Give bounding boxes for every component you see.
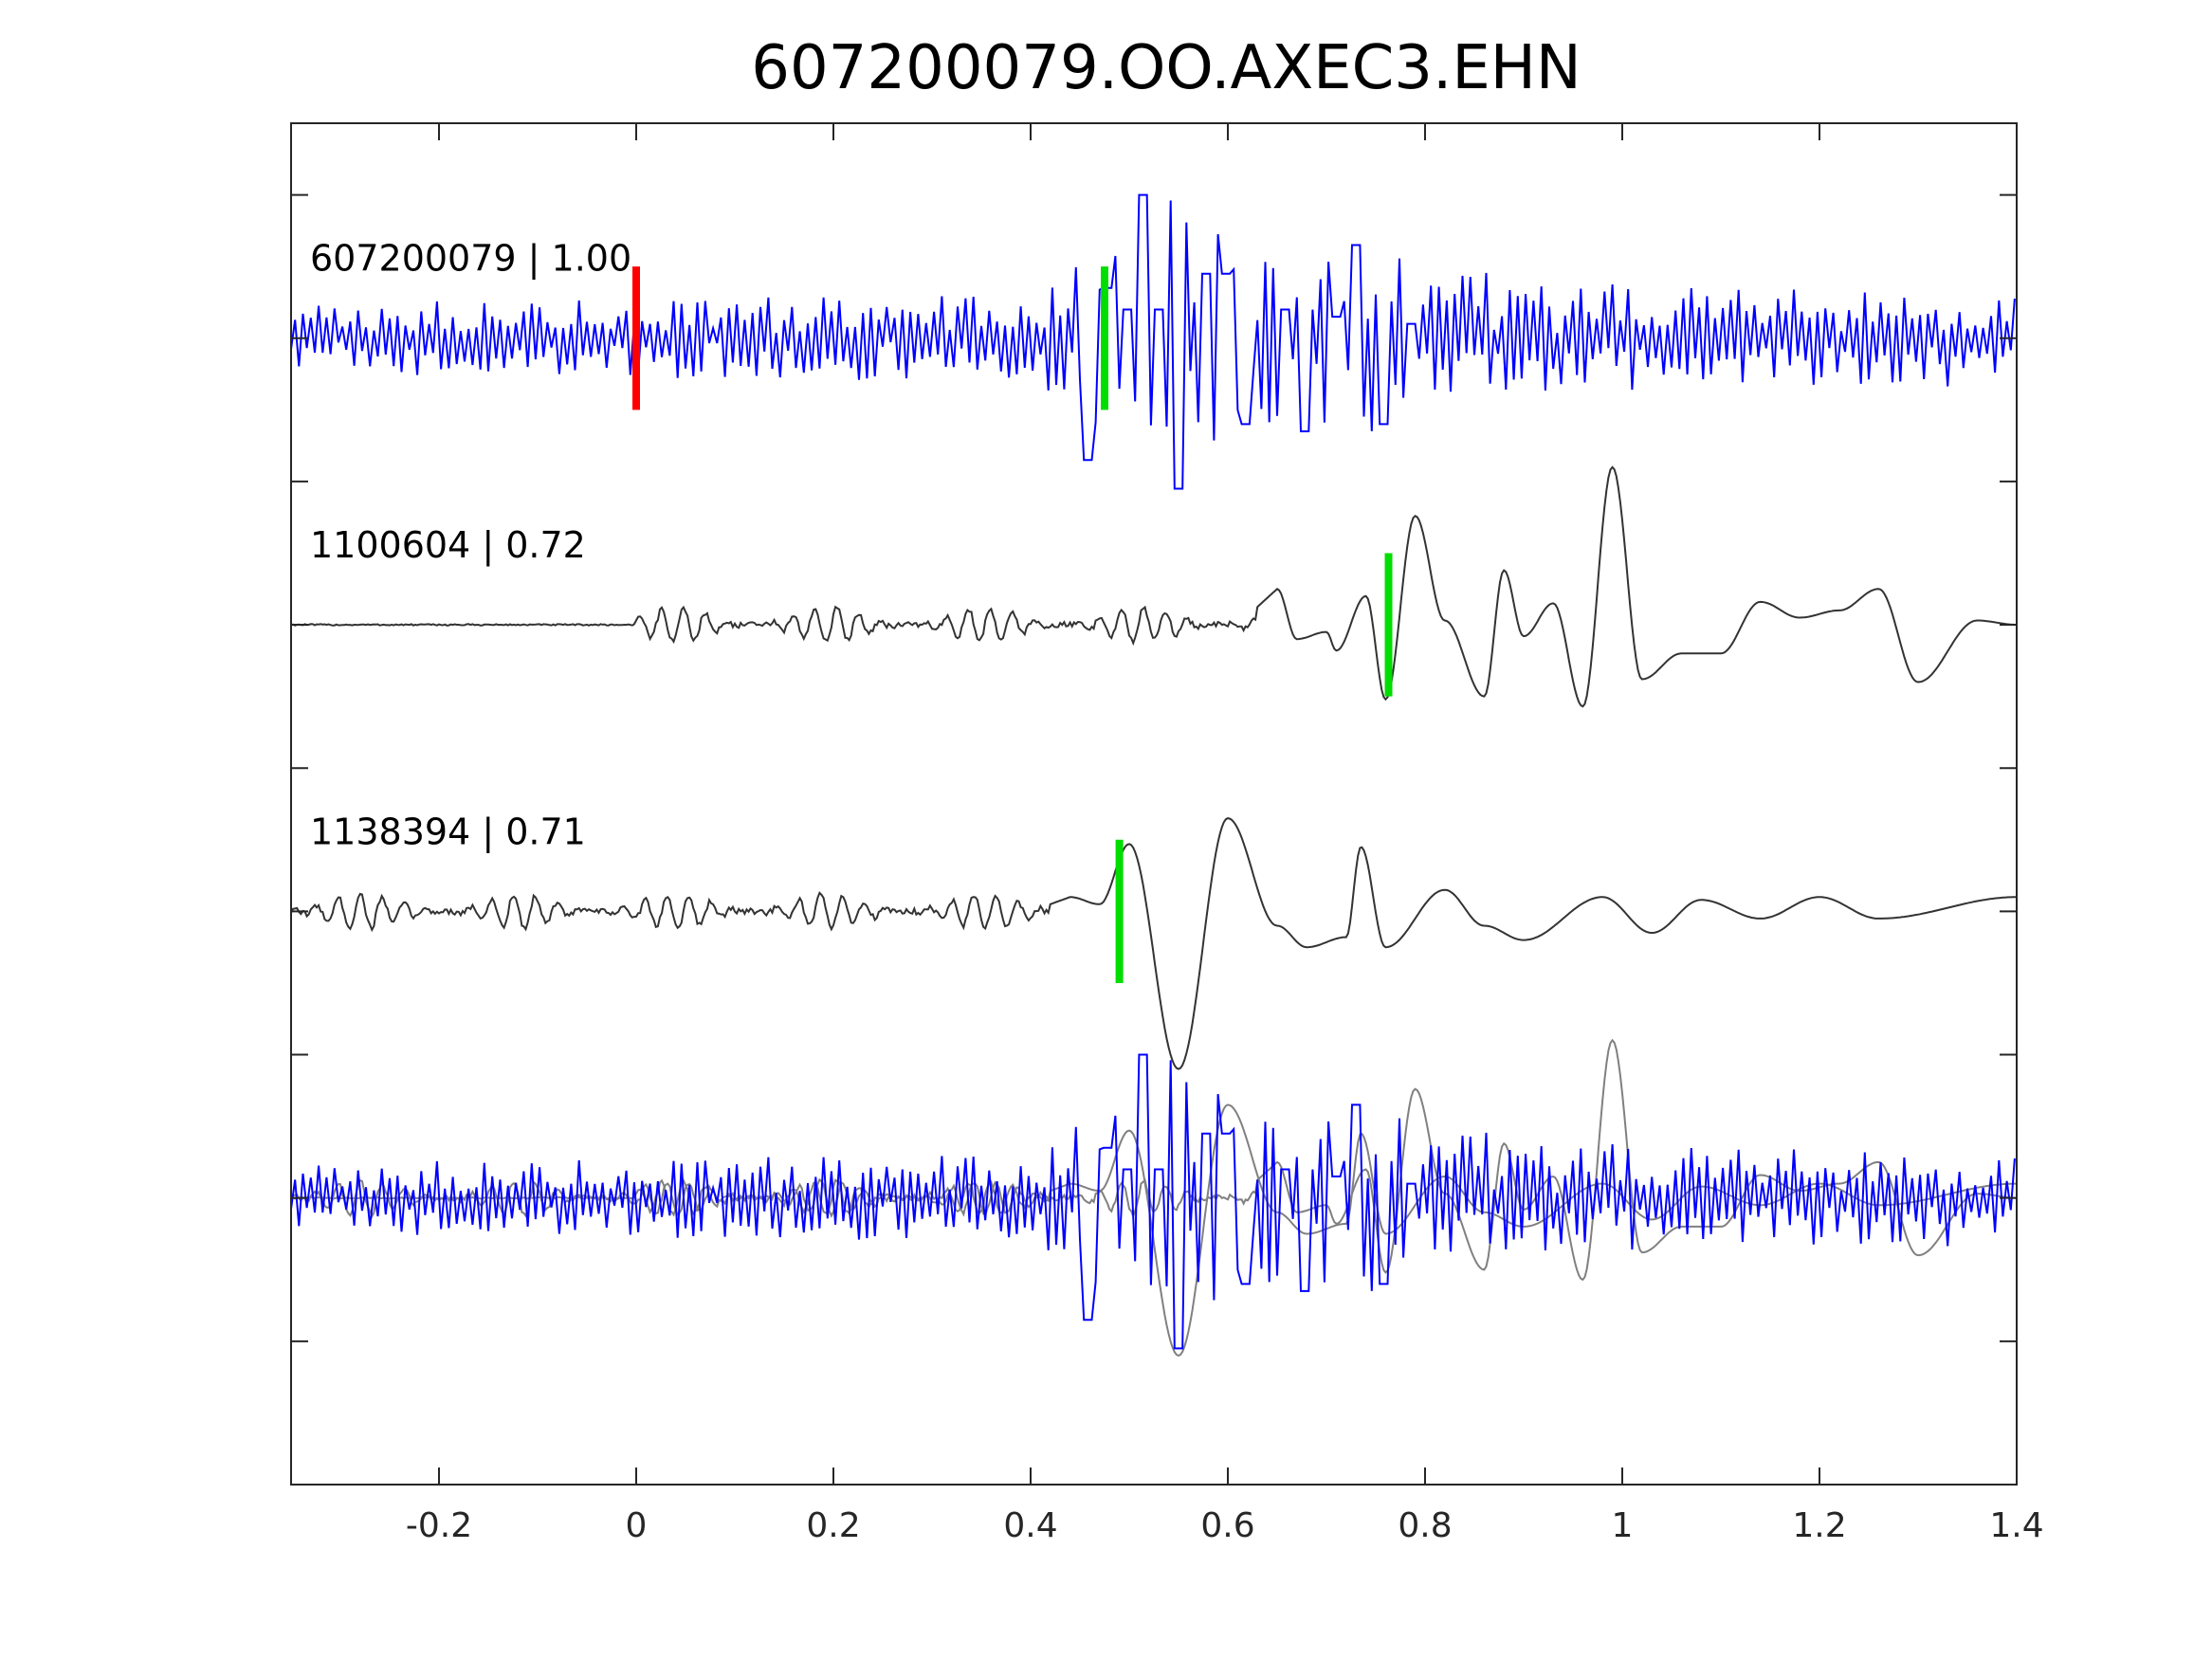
x-tick-label: 0.8 [1398,1506,1452,1545]
trace-line-1 [290,465,2018,708]
phase-markers [632,266,1393,983]
x-tick-label: 1.2 [1792,1506,1846,1545]
trace-labels: 607200079 | 1.00 1100604 | 0.72 1138394 | … [310,238,631,854]
x-tick-label: 0.6 [1200,1506,1254,1545]
trace-line-0 [290,193,2016,490]
waveform-traces [290,193,2018,1358]
x-axis: -0.2 0 0.2 0.4 0.6 0.8 1 1.2 1.4 [406,123,2044,1545]
chart-title: 607200079.OO.AXEC3.EHN [751,33,1581,103]
x-tick-label: 0 [626,1506,648,1545]
x-tick-label: 0.4 [1003,1506,1057,1545]
y-axis [291,193,2017,1342]
axes-frame [290,122,2018,1486]
trace-label-2: 1138394 | 0.71 [310,811,586,853]
overlay-line-0 [290,1103,2017,1358]
overlay-line-2 [290,1053,2016,1350]
x-tick-label: -0.2 [406,1506,472,1545]
trace-label-0: 607200079 | 1.00 [310,238,631,281]
x-tick-label: 1.4 [1989,1506,2043,1545]
trace-label-1: 1100604 | 0.72 [310,524,586,567]
x-tick-label: 1 [1612,1506,1634,1545]
x-tick-label: 0.2 [806,1506,860,1545]
trace-line-2 [290,817,2017,1070]
